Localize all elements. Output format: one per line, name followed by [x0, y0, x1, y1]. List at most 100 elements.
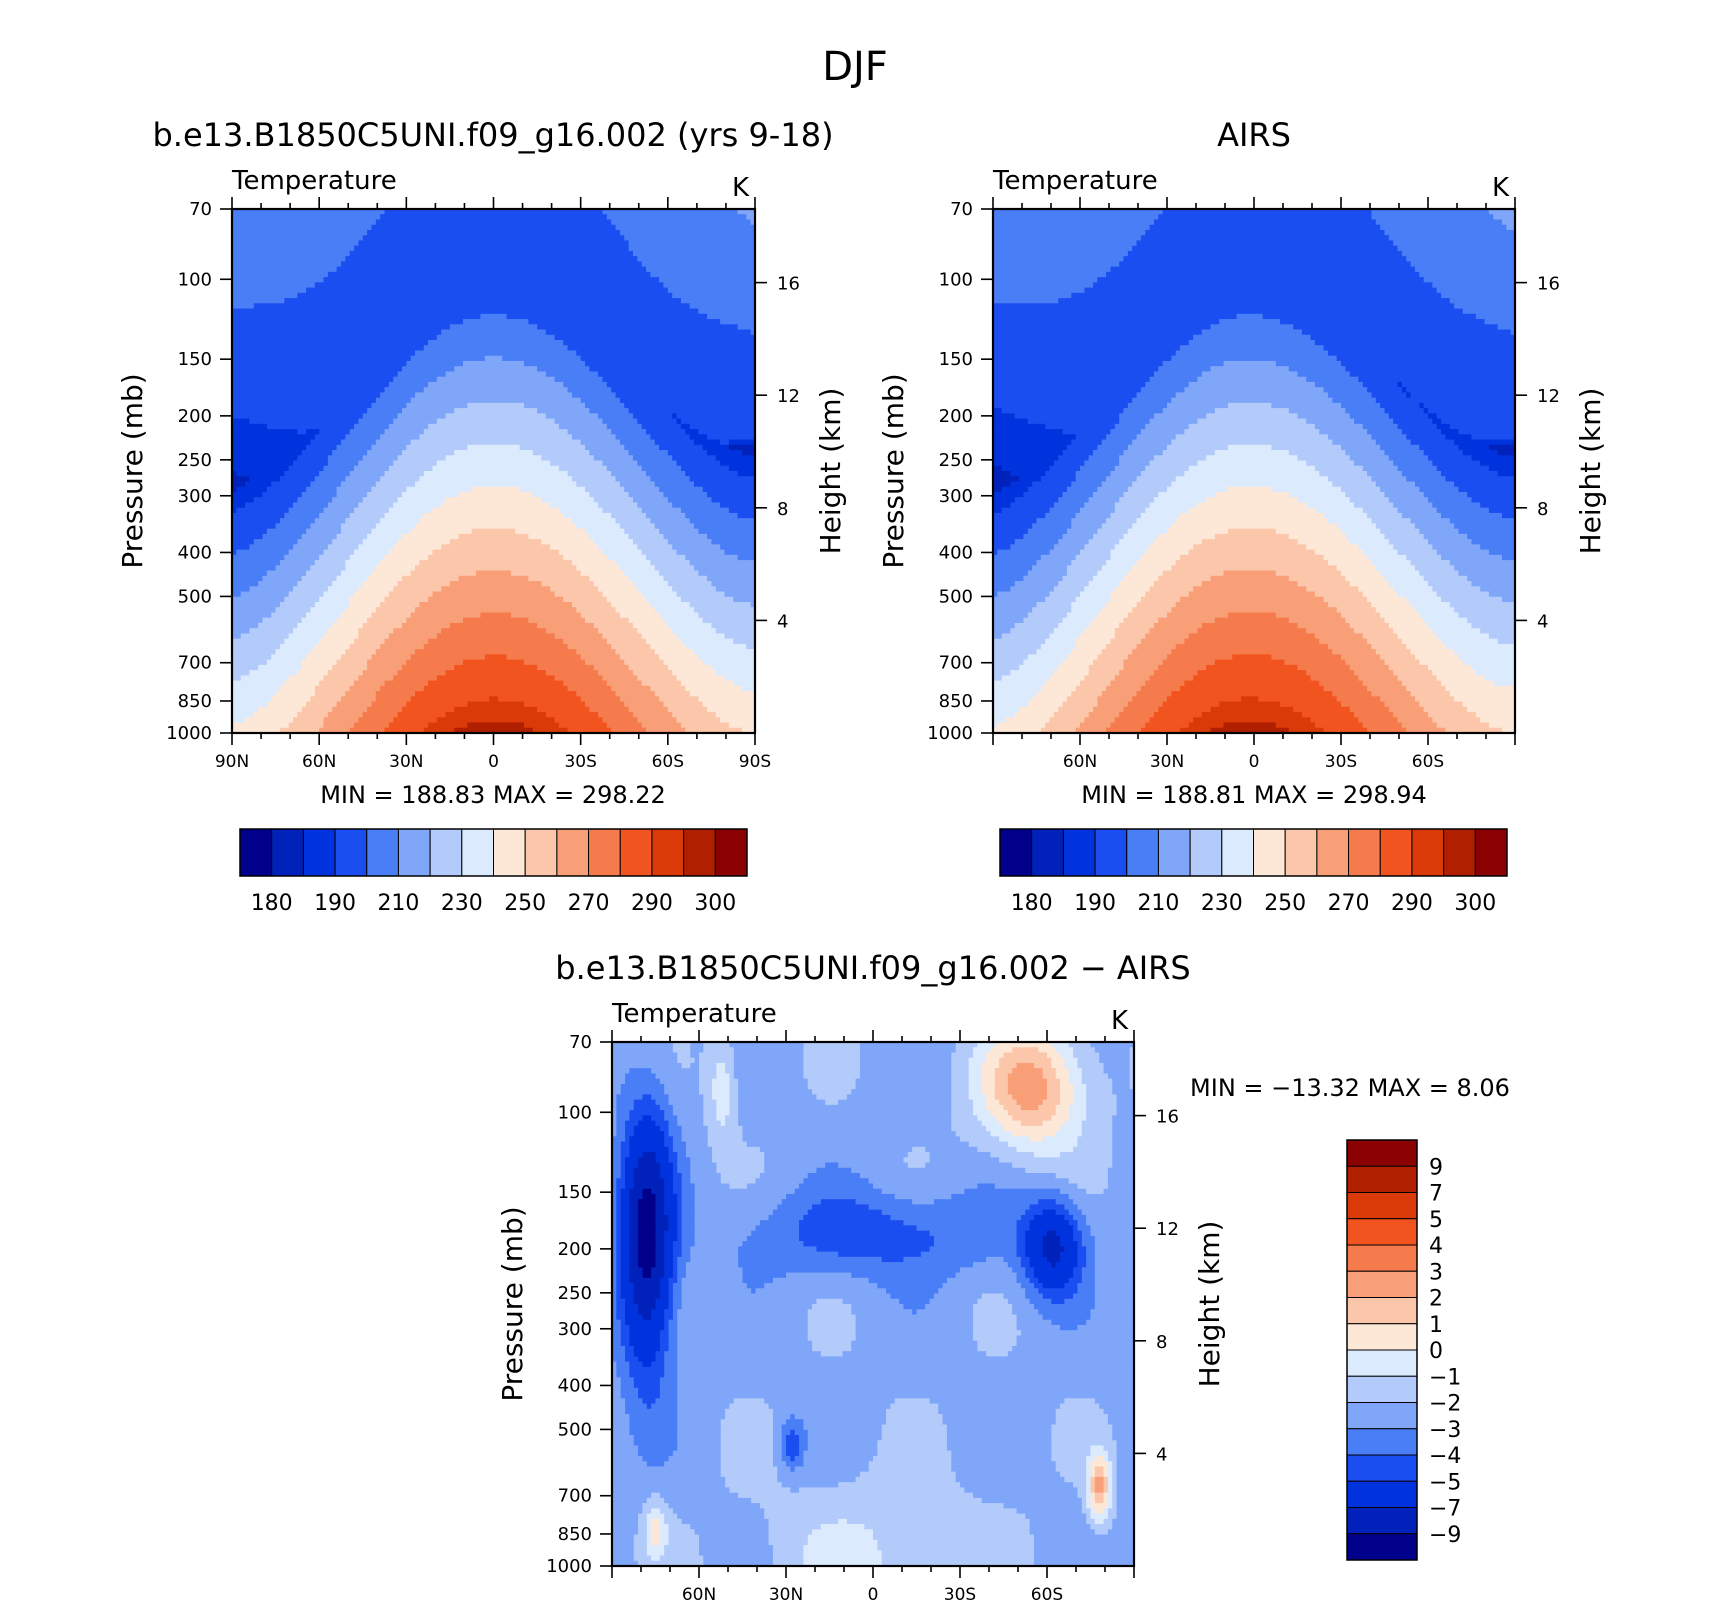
contour-cell [1401, 471, 1442, 477]
contour-cell [698, 570, 756, 577]
contour-cell [803, 1047, 861, 1054]
contour-cell [993, 355, 1172, 362]
contour-cell [616, 1256, 622, 1263]
contour-cell [1145, 465, 1190, 472]
contour-cell [232, 313, 482, 320]
contour-cell [1197, 460, 1307, 467]
contour-cell [851, 1340, 978, 1347]
contour-cell [612, 1193, 617, 1200]
contour-cell [1332, 397, 1377, 404]
contour-cell [677, 1262, 687, 1268]
contour-cell [1140, 638, 1185, 645]
colorbar-box [1346, 1323, 1418, 1351]
contour-cell [388, 507, 434, 514]
contour-cell [642, 1398, 657, 1405]
contour-cell [1049, 465, 1081, 472]
contour-cell [1033, 1534, 1135, 1541]
contour-cell [667, 450, 708, 456]
contour-cell [624, 444, 660, 451]
contour-cell [1112, 1461, 1118, 1468]
contour-cell [612, 1204, 617, 1211]
contour-cell [659, 612, 699, 619]
contour-cell [629, 1235, 639, 1242]
contour-cell [742, 1241, 804, 1247]
contour-cell [1180, 554, 1325, 561]
contour-cell [629, 1188, 644, 1195]
contour-cell [1136, 392, 1177, 399]
contour-cell [838, 1162, 909, 1169]
contour-cell [1051, 1435, 1113, 1441]
contour-cell [349, 643, 381, 650]
contour-cell [633, 1283, 661, 1289]
contour-cell [737, 324, 756, 331]
contour-cell [1341, 402, 1381, 409]
contour-cell [554, 633, 604, 640]
contour-cell [654, 649, 695, 655]
contour-cell [1110, 591, 1146, 598]
contour-cell [384, 680, 429, 687]
contour-cell [886, 1419, 944, 1426]
contour-cell [981, 1497, 1083, 1504]
contour-cell [310, 565, 346, 572]
contour-cell [1175, 602, 1329, 608]
contour-cell [646, 1545, 665, 1551]
contour-cell [629, 1429, 678, 1436]
contour-cell [916, 1225, 1018, 1232]
contour-cell [625, 1309, 639, 1316]
y-tick-label: 300 [558, 1319, 592, 1340]
contour-cell [1110, 680, 1146, 687]
contour-cell [646, 638, 682, 645]
contour-cell [1066, 696, 1098, 703]
contour-cell [1127, 701, 1164, 708]
contour-cell [677, 1440, 722, 1447]
contour-cell [993, 214, 1159, 221]
contour-cell [423, 387, 569, 393]
contour-cell [1086, 1476, 1092, 1483]
contour-cell [694, 1193, 787, 1200]
contour-cell [625, 1162, 639, 1169]
contour-cell [401, 450, 455, 456]
contour-cell [855, 1199, 913, 1206]
contour-cell [1086, 1089, 1113, 1095]
contour-cell [1162, 570, 1225, 577]
contour-cell [1051, 1042, 1070, 1048]
contour-cell [1145, 633, 1190, 640]
contour-cell [1114, 628, 1151, 635]
contour-cell [951, 1193, 1070, 1200]
contour-cell [593, 581, 634, 587]
contour-cell [1393, 670, 1433, 676]
contour-cell [1480, 502, 1516, 509]
contour-cell [663, 533, 708, 540]
contour-cell [620, 1387, 639, 1394]
contour-cell [646, 1513, 665, 1520]
contour-cell [598, 502, 638, 509]
contour-cell [951, 1078, 970, 1085]
contour-cell [855, 1330, 974, 1337]
contour-cell [986, 1256, 1005, 1263]
contour-cell [699, 1545, 774, 1551]
contour-cell [336, 444, 373, 451]
contour-cell [707, 313, 756, 320]
contour-cell [1073, 1482, 1087, 1488]
contour-cell [1406, 685, 1446, 692]
contour-cell [807, 1173, 861, 1179]
y2-axis-title: Height (km) [814, 388, 847, 555]
contour-cell [1323, 727, 1368, 734]
contour-cell [1062, 575, 1094, 582]
contour-cell [1153, 413, 1207, 420]
contour-cell [232, 628, 251, 635]
contour-cell [1042, 1068, 1057, 1075]
contour-cell [612, 1450, 639, 1457]
contour-cell [1071, 518, 1107, 524]
contour-cell [545, 712, 599, 718]
contour-cell [1397, 633, 1438, 640]
contour-cell [323, 633, 359, 640]
contour-cell [1068, 1277, 1083, 1284]
contour-cell [625, 1319, 665, 1326]
contour-cell [380, 643, 425, 650]
contour-cell [654, 607, 695, 614]
contour-cell [977, 1042, 996, 1048]
contour-cell [1419, 528, 1460, 535]
contour-cell [993, 691, 1038, 697]
contour-cell [236, 471, 285, 477]
